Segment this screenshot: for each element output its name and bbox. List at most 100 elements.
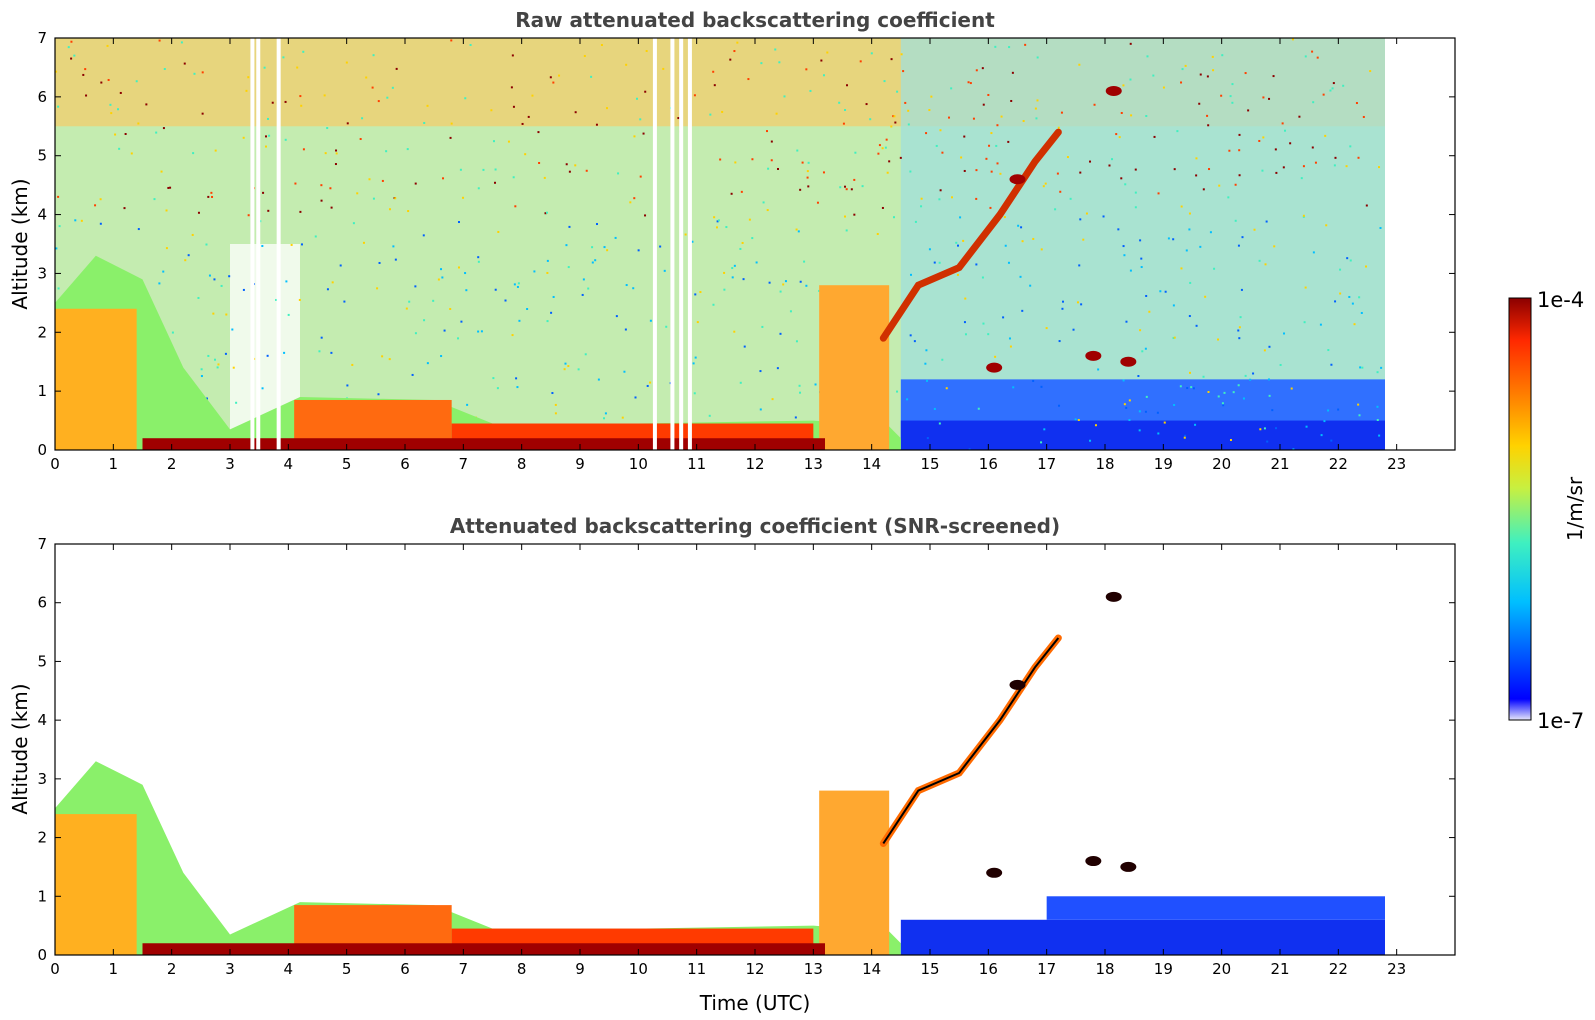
noise-speck — [766, 209, 769, 212]
noise-speck — [1089, 160, 1092, 163]
noise-speck — [633, 197, 636, 200]
noise-speck — [892, 115, 895, 118]
noise-speck — [1043, 428, 1046, 431]
noise-speck — [1054, 208, 1057, 211]
noise-speck — [457, 266, 460, 269]
noise-speck — [1163, 421, 1166, 424]
x-tick-label: 16 — [979, 960, 998, 978]
noise-speck — [771, 398, 774, 401]
noise-speck — [1229, 95, 1232, 98]
noise-speck — [262, 191, 265, 194]
ascending-layer — [879, 634, 1062, 847]
noise-speck — [1300, 177, 1303, 180]
noise-speck — [516, 386, 519, 389]
noise-speck — [124, 132, 127, 135]
noise-speck — [564, 362, 567, 365]
noise-speck — [544, 212, 547, 215]
noise-speck — [1304, 286, 1307, 289]
x-axis-label: Time (UTC) — [699, 991, 811, 1015]
noise-speck — [591, 246, 594, 249]
noise-speck — [583, 54, 586, 57]
noise-speck — [1108, 164, 1111, 167]
noise-speck — [900, 53, 903, 56]
noise-speck — [1000, 115, 1003, 118]
noise-speck — [733, 50, 736, 53]
noise-speck — [1195, 174, 1198, 177]
noise-speck — [1223, 391, 1226, 394]
noise-speck — [1262, 136, 1265, 139]
noise-speck — [1206, 75, 1209, 78]
noise-speck — [962, 239, 965, 242]
noise-speck — [568, 225, 571, 228]
noise-speck — [731, 267, 734, 270]
noise-speck — [1268, 345, 1271, 348]
noise-speck — [699, 291, 702, 294]
noise-speck — [632, 287, 635, 290]
x-tick-label: 9 — [575, 960, 585, 978]
noise-speck — [1021, 309, 1024, 312]
noise-speck — [414, 285, 417, 288]
noise-speck — [642, 132, 645, 135]
noise-speck — [1332, 82, 1335, 85]
noise-speck — [1234, 219, 1237, 222]
noise-speck — [806, 170, 809, 173]
noise-speck — [907, 109, 910, 112]
noise-speck — [1379, 226, 1382, 229]
noise-speck — [1304, 55, 1307, 58]
noise-speck — [1076, 301, 1079, 304]
noise-speck — [224, 352, 227, 355]
aerosol-core-morning — [55, 308, 137, 450]
noise-speck — [1040, 248, 1043, 251]
noise-speck — [372, 54, 375, 57]
noise-speck — [967, 81, 970, 84]
noise-speck — [212, 312, 215, 315]
noise-speck — [1036, 99, 1039, 102]
noise-speck — [890, 58, 893, 61]
noise-speck — [392, 245, 395, 248]
noise-speck — [130, 152, 133, 155]
noise-speck — [1222, 404, 1225, 407]
noise-speck — [1327, 409, 1330, 412]
noise-speck — [545, 211, 548, 214]
noise-speck — [464, 272, 467, 275]
noise-speck — [1122, 84, 1125, 87]
noise-speck — [1019, 275, 1022, 278]
noise-speck — [191, 233, 194, 236]
noise-speck — [1283, 332, 1286, 335]
noise-speck — [1266, 440, 1269, 443]
screened-low-blue-upper — [1046, 896, 1385, 920]
noise-speck — [975, 263, 978, 266]
noise-speck — [55, 70, 58, 73]
noise-speck — [885, 138, 888, 141]
noise-speck — [798, 384, 801, 387]
noise-speck — [1229, 438, 1232, 441]
noise-speck — [300, 243, 303, 246]
noise-speck — [600, 44, 603, 47]
noise-speck — [267, 209, 270, 212]
noise-speck — [713, 84, 716, 87]
noise-speck — [587, 287, 590, 290]
noise-speck — [733, 264, 736, 267]
noise-speck — [1239, 316, 1242, 319]
y-tick-label: 2 — [37, 323, 47, 341]
noise-speck — [1312, 101, 1315, 104]
noise-speck — [1206, 114, 1209, 117]
noise-speck — [492, 140, 495, 143]
noise-speck — [1184, 434, 1187, 437]
noise-speck — [869, 118, 872, 121]
noise-speck — [567, 365, 570, 368]
noise-speck — [1141, 350, 1144, 353]
noise-speck — [70, 57, 73, 60]
noise-speck — [734, 161, 737, 164]
noise-speck — [1079, 218, 1082, 221]
noise-speck — [137, 228, 140, 231]
noise-speck — [1180, 267, 1183, 270]
noise-speck — [1199, 245, 1202, 248]
x-tick-label: 13 — [804, 960, 823, 978]
noise-speck — [1212, 69, 1215, 72]
noise-speck — [1144, 410, 1147, 413]
noise-speck — [551, 392, 554, 395]
noise-speck — [625, 284, 628, 287]
x-tick-label: 12 — [745, 960, 764, 978]
noise-speck — [1275, 427, 1278, 430]
